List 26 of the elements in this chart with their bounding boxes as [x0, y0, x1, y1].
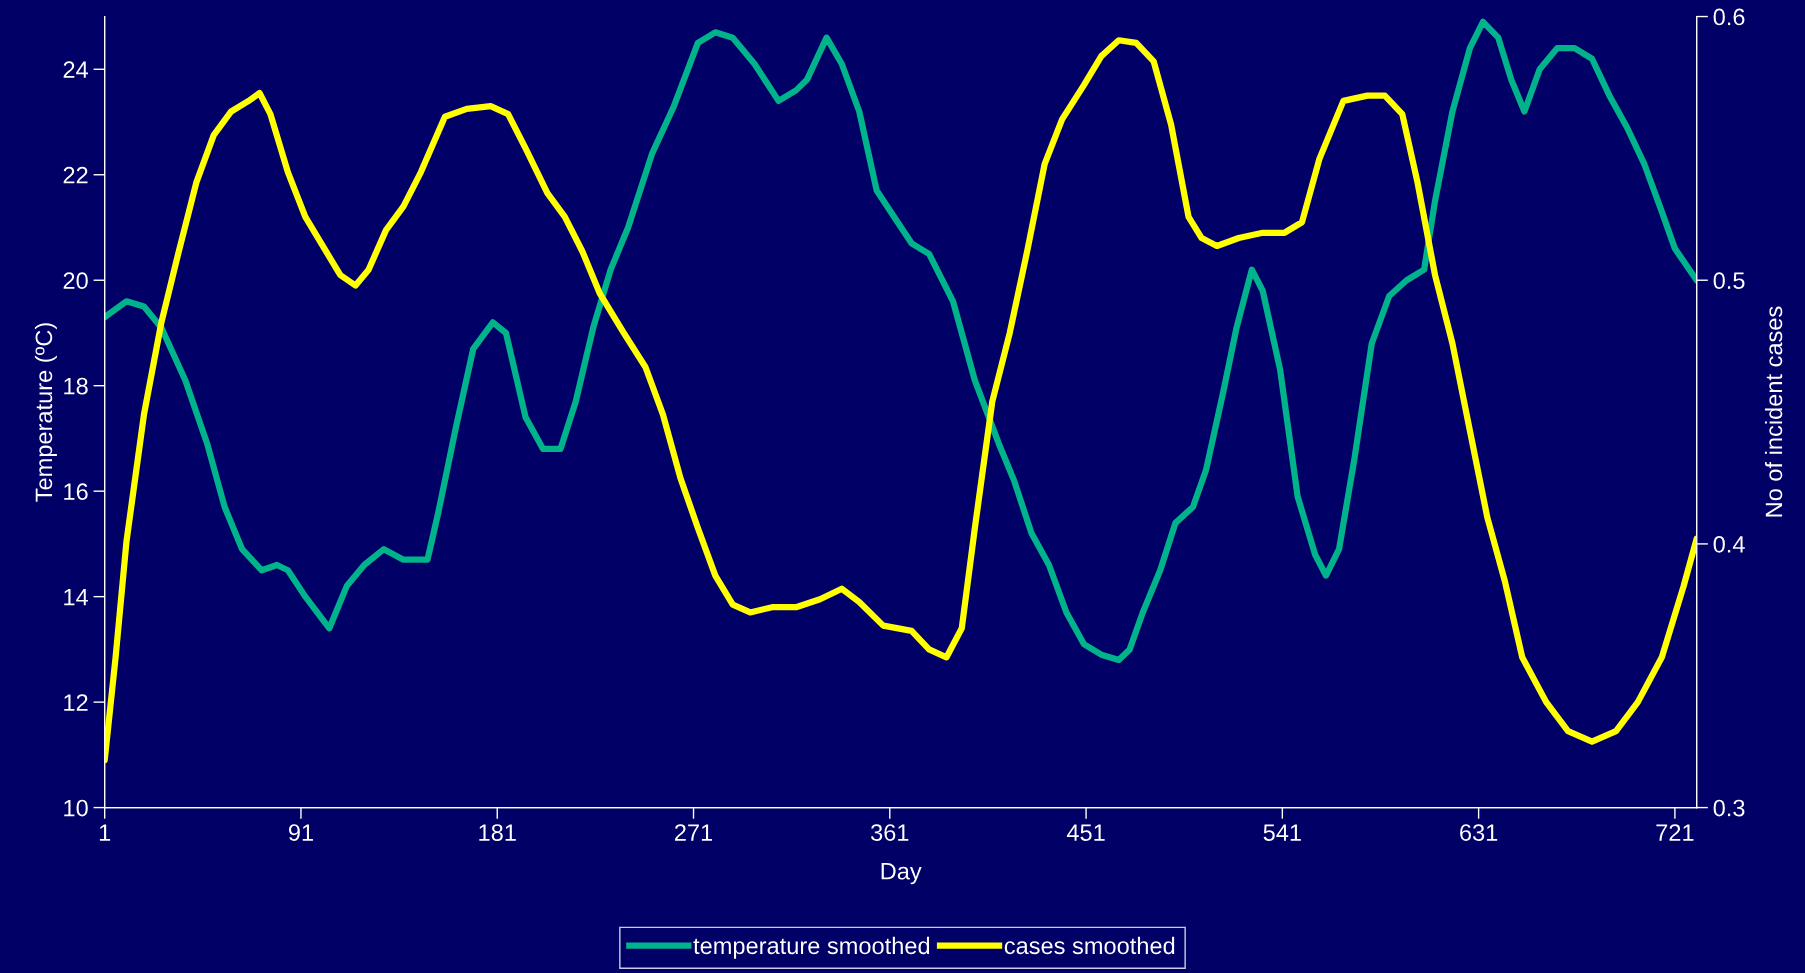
x-tick-label: 271	[675, 824, 713, 841]
y-tick-label: 12	[64, 694, 88, 711]
x-tick-label: 1	[99, 824, 111, 841]
x-tick-label: 181	[479, 824, 516, 841]
x-tick-label: 451	[1066, 824, 1105, 841]
y-tick-label: 20	[63, 272, 88, 290]
x-tick-label: 541	[1263, 824, 1301, 841]
y2-axis-title: No of incident cases	[1764, 306, 1783, 517]
x-tick-label: 721	[1656, 824, 1694, 841]
y-tick-label: 14	[64, 588, 89, 606]
y2-tick-label: 0.3	[1713, 799, 1745, 817]
y-tick-label: 24	[63, 61, 89, 78]
x-tick-label: 361	[871, 824, 909, 841]
y-tick-label: 22	[63, 166, 88, 184]
x-tick-label: 631	[1460, 824, 1498, 841]
y-axis-title: Temperature (ºC)	[34, 323, 57, 502]
x-tick-label: 91	[288, 824, 313, 841]
legend-label: temperature smoothed	[693, 936, 930, 959]
y-tick-label: 16	[64, 483, 88, 500]
x-axis-title: Day	[881, 863, 922, 885]
y2-tick-label: 0.6	[1713, 8, 1745, 26]
y-tick-label: 10	[64, 799, 88, 817]
y-tick-label: 18	[64, 377, 88, 395]
legend-label: cases smoothed	[1004, 936, 1175, 955]
y2-tick-label: 0.5	[1713, 272, 1745, 290]
y2-tick-label: 0.4	[1713, 535, 1745, 553]
